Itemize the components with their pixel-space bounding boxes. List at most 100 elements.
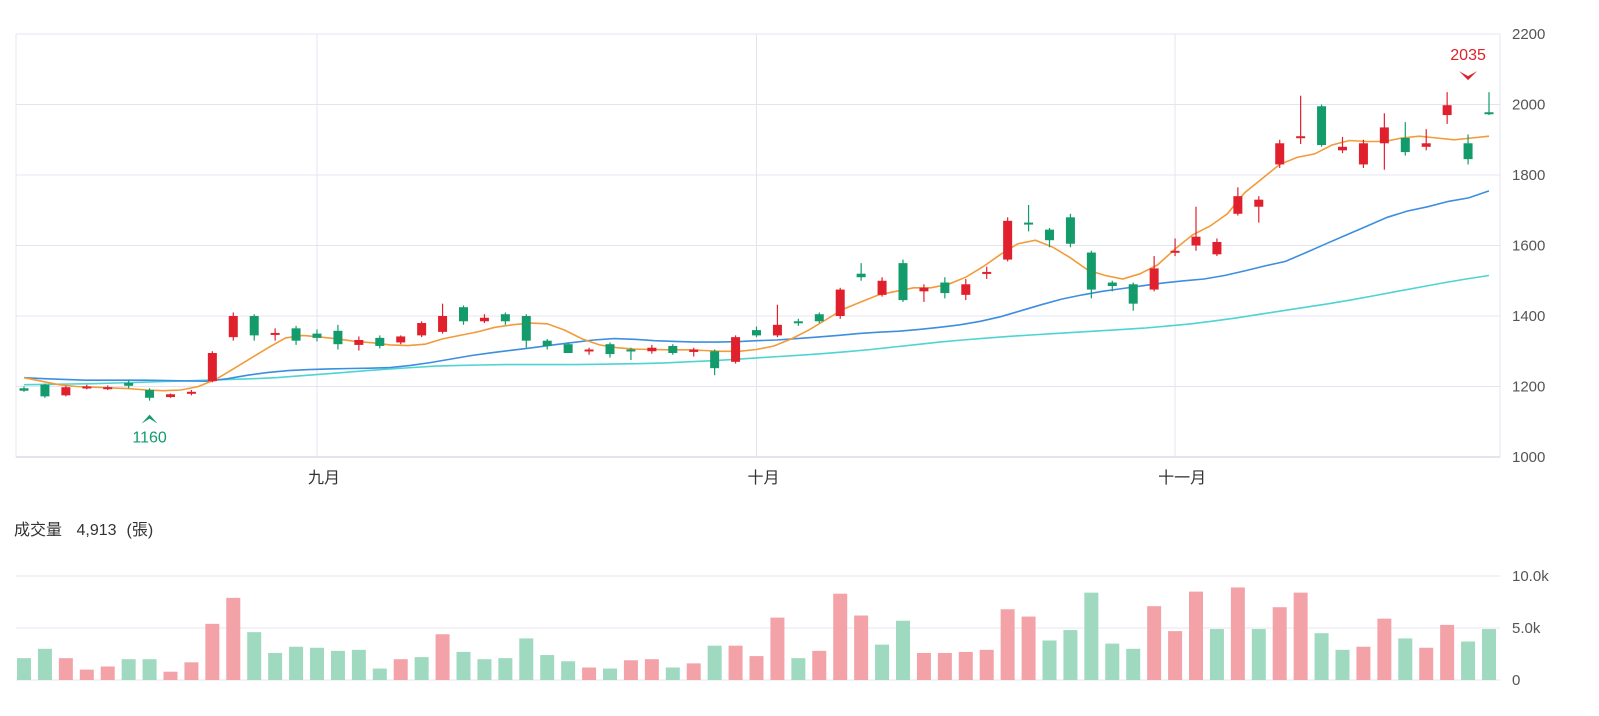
volume-bar — [1356, 646, 1371, 680]
volume-bar — [958, 651, 973, 680]
volume-bar — [79, 669, 94, 680]
low-price-label: 1160 — [132, 430, 167, 447]
candle-body — [605, 344, 615, 355]
volume-bar — [1293, 592, 1308, 680]
candle-body — [1003, 220, 1013, 260]
candle-body — [961, 284, 971, 295]
volume-bar — [1209, 629, 1224, 680]
candle — [1379, 113, 1389, 170]
price-y-axis: 1000 1200 1400 1600 1800 2000 2200 — [1512, 26, 1545, 466]
volume-bar — [1419, 647, 1434, 680]
candle-body — [354, 339, 364, 345]
volume-bar — [854, 615, 869, 680]
volume-unit: (張) — [126, 522, 154, 539]
volume-bar — [540, 655, 555, 680]
candle — [1024, 204, 1034, 232]
volume-bar — [414, 657, 429, 680]
candle — [605, 342, 615, 358]
candle — [124, 380, 134, 389]
candle — [584, 347, 594, 355]
candle-body — [584, 349, 594, 352]
volume-bar — [247, 632, 262, 680]
volume-bar — [1000, 609, 1015, 680]
candle-body — [1045, 229, 1054, 241]
candle-body — [898, 263, 908, 301]
candle — [375, 335, 385, 349]
volume-bar — [205, 623, 220, 680]
candle — [563, 342, 573, 354]
price-tick-label: 1400 — [1512, 308, 1545, 325]
candle-body — [1463, 143, 1473, 160]
candle — [417, 321, 427, 338]
candle — [856, 263, 866, 281]
candle-body — [40, 384, 50, 397]
candle — [752, 326, 761, 338]
price-tick-label: 1600 — [1512, 238, 1545, 255]
candle — [312, 329, 322, 342]
candle-body — [312, 333, 322, 338]
candle — [82, 384, 92, 390]
candle — [103, 385, 113, 391]
candle-body — [1086, 252, 1096, 290]
candle-body — [1233, 196, 1243, 214]
price-grid — [15, 33, 1501, 458]
candle — [228, 312, 238, 341]
candle-body — [731, 337, 741, 362]
candle-body — [1379, 127, 1389, 144]
volume-bar — [1398, 638, 1413, 680]
candle-body — [1275, 143, 1285, 165]
candle-body — [1421, 143, 1431, 147]
candle-body — [772, 324, 782, 336]
candle — [521, 314, 531, 348]
volume-tick-label: 10.0k — [1512, 568, 1549, 585]
candlestick-series — [19, 92, 1494, 401]
volume-y-axis: 0 5.0k 10.0k — [1512, 568, 1549, 689]
price-tick-label: 1800 — [1512, 167, 1545, 184]
candle — [731, 335, 741, 364]
candle-body — [19, 388, 29, 391]
candle-body — [270, 332, 280, 335]
candle-body — [1212, 241, 1222, 255]
month-x-axis: 九月 十月 十一月 — [308, 469, 1206, 487]
candle-body — [647, 347, 657, 352]
month-tick-label: 九月 — [308, 469, 340, 487]
volume-bar — [1189, 591, 1203, 680]
candle-body — [1358, 143, 1368, 165]
volume-bar — [393, 659, 408, 680]
volume-bar — [456, 651, 471, 680]
candle — [1400, 122, 1410, 156]
candle — [1045, 227, 1054, 248]
candle-body — [166, 394, 175, 398]
volume-bar — [1105, 643, 1120, 680]
candle — [1254, 196, 1264, 223]
volume-bar — [1021, 616, 1036, 680]
volume-bar — [1042, 640, 1057, 680]
ma60-line — [23, 274, 1490, 386]
candle — [1107, 280, 1117, 292]
candle — [270, 328, 280, 341]
candle-body — [668, 345, 678, 354]
candle-body — [835, 289, 845, 316]
volume-bar — [791, 658, 806, 680]
volume-bar — [561, 661, 576, 680]
candle-body — [1128, 284, 1138, 304]
volume-bar — [1377, 618, 1392, 680]
candle — [40, 383, 50, 398]
candle-body — [752, 330, 761, 336]
candle-body — [1254, 199, 1264, 207]
price-tick-label: 2200 — [1512, 26, 1545, 43]
candle-body — [1484, 112, 1494, 115]
volume-bar — [184, 662, 199, 680]
candle — [877, 277, 887, 297]
candle — [1421, 129, 1431, 151]
volume-bar — [58, 658, 73, 680]
candle — [647, 344, 657, 354]
candle — [814, 312, 824, 324]
candle-body — [521, 316, 531, 341]
candle-body — [417, 323, 427, 336]
candle — [19, 386, 29, 392]
candle-body — [459, 307, 468, 322]
candle-body — [626, 349, 636, 352]
price-tick-label: 2000 — [1512, 97, 1545, 114]
